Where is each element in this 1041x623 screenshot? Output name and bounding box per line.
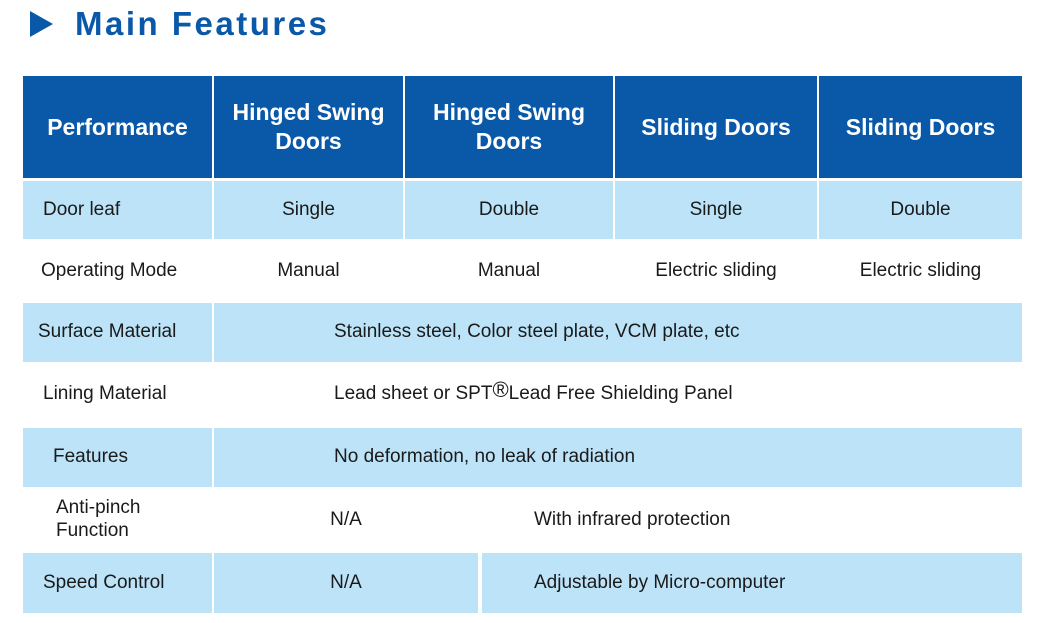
triangle-bullet-icon — [30, 11, 53, 37]
header-sliding-single: Sliding Doors — [615, 76, 817, 178]
cell: Stainless steel, Color steel plate, VCM … — [214, 303, 1022, 362]
cell: Electric sliding — [615, 242, 817, 300]
cell: With infrared protection — [482, 489, 1022, 551]
cell: Single — [214, 181, 403, 239]
text: Lead Free Shielding Panel — [508, 383, 733, 405]
row-label: Features — [23, 428, 212, 487]
cell: Adjustable by Micro-computer — [482, 553, 1022, 613]
cell: Double — [405, 181, 613, 239]
cell: Double — [819, 181, 1022, 239]
header-hinged-double: Hinged Swing Doors — [405, 76, 613, 178]
section-title: Main Features — [30, 4, 329, 44]
header-sliding-double: Sliding Doors — [819, 76, 1022, 178]
row-label: Surface Material — [23, 303, 212, 362]
cell: Single — [615, 181, 817, 239]
cell: N/A — [214, 489, 478, 551]
row-label: Door leaf — [23, 181, 212, 239]
cell: Lead sheet or SPT ® Lead Free Shielding Pa… — [214, 364, 1022, 425]
cell: Electric sliding — [819, 242, 1022, 300]
cell: Manual — [214, 242, 403, 300]
registered-mark: ® — [492, 377, 509, 403]
row-label: Speed Control — [23, 553, 212, 613]
cell: No deformation, no leak of radiation — [214, 428, 1022, 487]
title-text: Main Features — [75, 5, 330, 42]
cell: Manual — [405, 242, 613, 300]
header-performance: Performance — [23, 76, 212, 178]
cell: N/A — [214, 553, 478, 613]
row-label: Anti-pinch Function — [23, 489, 163, 551]
text: Lead sheet or SPT — [334, 383, 493, 405]
header-hinged-single: Hinged Swing Doors — [214, 76, 403, 178]
row-label: Operating Mode — [23, 242, 212, 300]
row-label: Lining Material — [23, 364, 212, 425]
